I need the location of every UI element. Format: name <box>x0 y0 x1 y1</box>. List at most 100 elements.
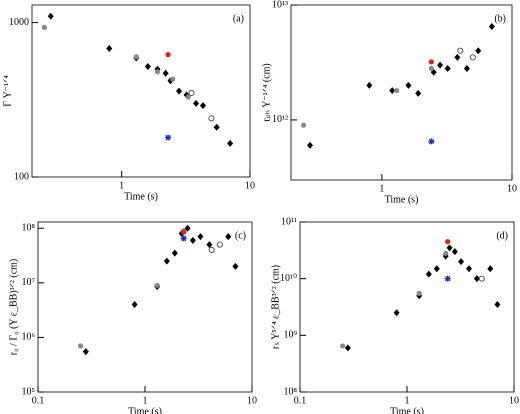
data-point <box>458 258 465 266</box>
data-point <box>133 54 139 60</box>
plot-frame <box>31 4 251 178</box>
data-point <box>227 139 234 147</box>
y-axis-label: rₛ Y⁵ᐟ⁴ ε_BB³ᐟ² (cm) <box>270 265 281 349</box>
x-tick-label: 1 <box>379 183 384 194</box>
y-axis-label: Γ Y⁻¹ᐟ⁴ <box>2 75 13 107</box>
data-point <box>428 59 434 65</box>
data-point <box>213 123 220 131</box>
data-point <box>451 248 458 256</box>
data-point <box>206 241 213 249</box>
y-tick-label: 100 <box>14 171 29 182</box>
data-point <box>475 47 482 55</box>
data-point <box>457 47 464 54</box>
data-point <box>165 134 172 141</box>
data-point <box>131 301 138 309</box>
x-tick-label: 10 <box>245 180 255 191</box>
x-tick-label: 1 <box>119 180 124 191</box>
data-point <box>446 244 453 252</box>
data-point <box>344 344 351 352</box>
y-tick-label: 10¹¹ <box>281 216 297 227</box>
data-point <box>466 265 473 273</box>
data-point <box>405 81 412 89</box>
data-point <box>193 99 200 107</box>
data-point <box>415 89 422 97</box>
x-tick-label: 1 <box>143 395 148 406</box>
data-point <box>181 229 187 235</box>
y-tick-label: 10⁹ <box>284 330 298 341</box>
data-point <box>188 89 195 97</box>
data-point <box>180 235 187 242</box>
data-point <box>437 61 444 69</box>
data-point <box>469 54 476 61</box>
data-point <box>487 265 494 273</box>
x-tick-label: 10 <box>507 183 517 194</box>
panel-annotation: (c) <box>235 230 246 241</box>
panel-annotation: (b) <box>494 13 506 24</box>
data-point <box>445 239 451 245</box>
data-point <box>444 275 451 282</box>
data-point <box>185 94 191 100</box>
data-point <box>199 102 206 110</box>
data-point <box>478 275 485 282</box>
data-point <box>216 241 223 248</box>
data-point <box>433 265 440 273</box>
data-point <box>170 76 176 82</box>
x-axis-label: Time (s) <box>128 406 162 414</box>
y-tick-label: 10⁸ <box>284 386 298 397</box>
data-point <box>232 262 239 270</box>
y-tick-label: 10⁷ <box>22 277 36 288</box>
data-point <box>176 87 183 95</box>
plot-frame <box>299 221 515 393</box>
data-point <box>394 87 400 94</box>
data-point <box>162 69 169 77</box>
data-point <box>488 22 495 30</box>
panel-annotation: (a) <box>233 13 244 24</box>
x-tick-label: 10 <box>247 395 257 406</box>
x-tick-label: 0.1 <box>294 395 307 406</box>
data-point <box>154 69 161 75</box>
data-point <box>443 250 449 256</box>
panel-annotation: (d) <box>496 230 508 241</box>
data-point <box>428 65 434 72</box>
y-tick-label: 10¹² <box>272 114 288 125</box>
data-point <box>454 53 461 61</box>
data-point <box>428 138 435 145</box>
data-point <box>416 290 422 296</box>
data-point <box>393 309 400 317</box>
data-point <box>41 24 48 31</box>
y-axis-label: r₀ / Γ₀ (Y ε_BB)³ᐟ² (cm) <box>8 259 19 356</box>
x-tick-label: 10 <box>509 395 519 406</box>
data-point <box>165 52 171 58</box>
data-point <box>389 87 396 95</box>
data-point <box>366 81 373 89</box>
data-point <box>473 275 480 283</box>
data-point <box>208 246 215 254</box>
x-axis-label: Time (s) <box>390 406 424 414</box>
data-point <box>197 233 204 241</box>
data-point <box>47 12 54 20</box>
data-point <box>82 348 89 356</box>
y-tick-label: 10⁵ <box>22 386 36 397</box>
data-point <box>444 65 451 73</box>
data-point <box>494 301 501 309</box>
y-tick-label: 10¹³ <box>272 0 288 10</box>
data-point <box>339 343 346 349</box>
x-axis-label: Time (s) <box>124 191 158 202</box>
y-tick-label: 10⁸ <box>22 223 36 234</box>
x-tick-label: 1 <box>405 395 410 406</box>
y-tick-label: 10¹⁰ <box>280 273 297 284</box>
data-point <box>171 249 178 257</box>
data-point <box>307 141 314 149</box>
y-tick-label: 1000 <box>9 17 29 28</box>
data-point <box>225 233 232 241</box>
data-point <box>154 282 160 288</box>
data-point <box>144 62 151 70</box>
plot-frame <box>290 4 513 181</box>
data-point <box>189 236 196 244</box>
x-tick-label: 0.1 <box>32 395 45 406</box>
data-point <box>208 115 215 122</box>
data-point <box>425 270 432 278</box>
y-axis-label: rₚₕ Y⁻¹ᐟ⁴ (cm) <box>261 63 272 121</box>
data-point <box>301 122 307 128</box>
